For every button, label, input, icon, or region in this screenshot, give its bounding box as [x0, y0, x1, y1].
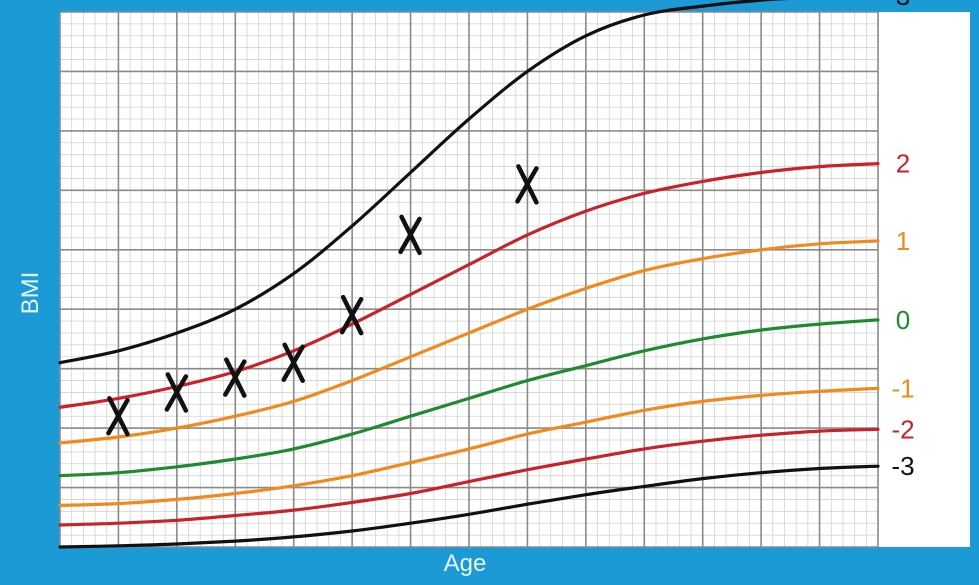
zscore-curve-1 [58, 239, 880, 445]
zscore-label--2: -2 [891, 414, 914, 444]
zscore-curve-3 [58, 0, 789, 365]
marker-stroke [398, 216, 422, 255]
marker-stroke [106, 397, 130, 436]
bmi-measurement-marker [339, 294, 364, 336]
zscore-label-2: 2 [896, 149, 910, 179]
zscore-curve-0 [58, 318, 880, 478]
marker-stroke [515, 166, 539, 204]
bmi-measurement-marker [398, 214, 422, 256]
label-column-background [878, 12, 970, 547]
marker-stroke [339, 296, 364, 335]
marker-stroke [281, 344, 305, 382]
bmi-measurement-marker [223, 357, 247, 398]
zscore-label-0: 0 [896, 305, 910, 335]
bmi-measurement-marker [515, 164, 539, 205]
zscore-labels: 3 2 1 0 -1 -2 -3 [891, 0, 914, 481]
bmi-measurement-marker [106, 395, 130, 437]
zscore-label-3: 3 [896, 0, 910, 11]
major-grid [59, 11, 879, 548]
zscore-curves [58, 0, 880, 549]
zscore-curve-2 [58, 162, 880, 409]
y-axis-title: BMI [17, 271, 44, 315]
zscore-curve--3 [58, 464, 880, 549]
zscore-label--1: -1 [891, 373, 914, 403]
bmi-measurement-marker [281, 342, 305, 383]
zscore-curve--1 [58, 386, 880, 507]
marker-stroke [164, 374, 189, 412]
x-axis-title: Age [443, 550, 487, 577]
bmi-measurement-marker [164, 372, 189, 413]
zscore-label--3: -3 [891, 451, 914, 481]
zscore-curve--2 [58, 427, 880, 527]
marker-stroke [223, 359, 247, 397]
zscore-label-1: 1 [896, 226, 910, 256]
bmi-measurements [106, 164, 539, 437]
